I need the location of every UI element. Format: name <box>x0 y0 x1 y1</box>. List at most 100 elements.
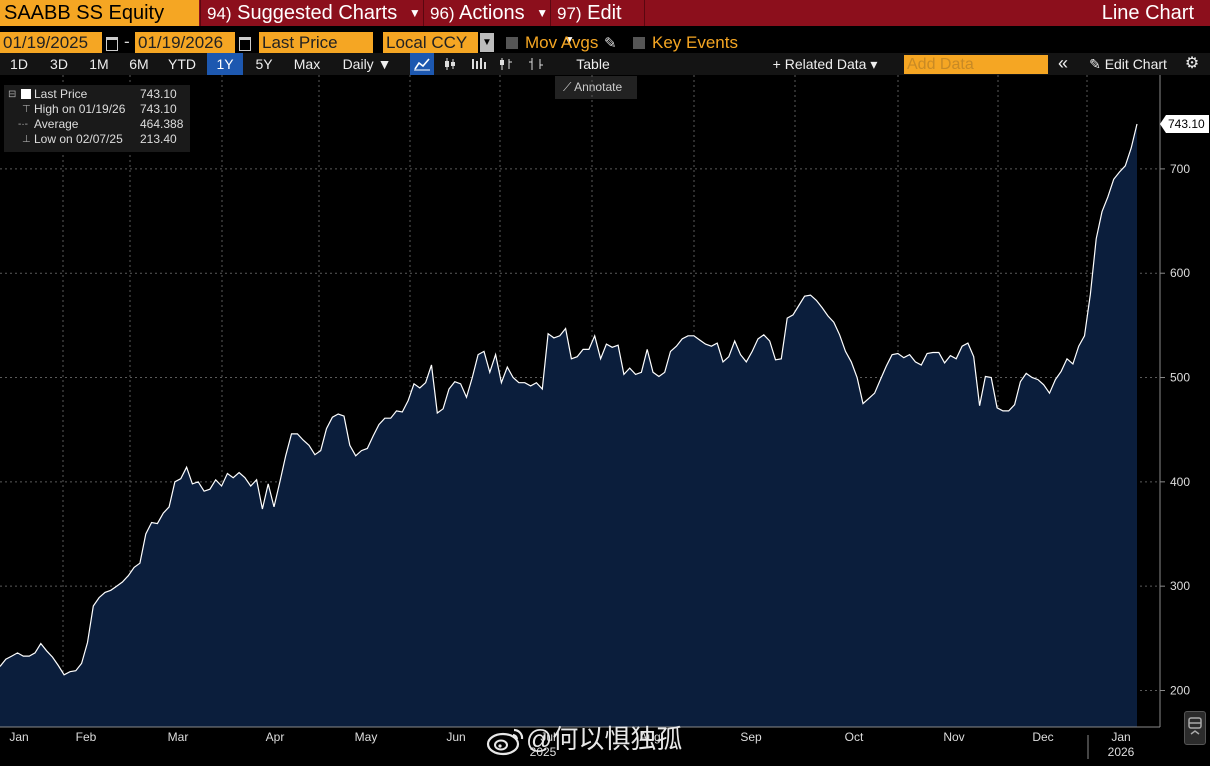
calendar-icon[interactable] <box>237 34 251 51</box>
key-events-checkbox[interactable] <box>633 37 645 49</box>
price-chart[interactable]: 200 300 400 500 600 700 Jan Feb Mar Apr May Jun Jul… <box>0 75 1210 766</box>
legend-row-high: ⊤ High on 01/19/26 743.10 <box>4 102 190 117</box>
low-marker-icon: ⊥ <box>22 134 31 145</box>
legend-label: Low on 02/07/25 <box>34 132 123 146</box>
period-1y-button[interactable]: 1Y <box>207 53 243 75</box>
x-tick-label: Dec <box>1032 730 1053 744</box>
legend-row-average: -·- Average 464.388 <box>4 117 190 132</box>
chart-type-label: Line Chart <box>1101 2 1194 24</box>
x-tick-label: Jan <box>9 730 28 744</box>
y-tick-label: 400 <box>1170 475 1190 489</box>
legend: ⊟ Last Price 743.10 ⊤ High on 01/19/26 7… <box>4 85 190 152</box>
bar-chart-icon[interactable] <box>466 53 490 75</box>
period-6m-button[interactable]: 6M <box>129 56 149 72</box>
mov-avgs-label[interactable]: Mov Avgs <box>525 33 599 52</box>
collapse-icon[interactable]: « <box>1057 53 1068 73</box>
price-field-select[interactable]: Last Price <box>259 32 373 53</box>
legend-row-last[interactable]: ⊟ Last Price 743.10 <box>4 87 190 102</box>
start-date-field[interactable]: 01/19/2025 <box>0 32 102 53</box>
frequency-select[interactable]: Daily ▼ <box>342 56 392 72</box>
weibo-logo-icon <box>486 729 524 756</box>
x-tick-label: Jul <box>540 730 555 744</box>
period-1m-button[interactable]: 1M <box>89 56 109 72</box>
menu-number: 97) <box>557 4 582 23</box>
y-tick-label: 700 <box>1170 162 1190 176</box>
y-tick-label: 600 <box>1170 266 1190 280</box>
currency-select[interactable]: Local CCY <box>383 32 478 53</box>
series-swatch <box>21 89 31 99</box>
gear-icon[interactable]: ⚙ <box>1184 55 1200 72</box>
pencil-icon[interactable]: ✎ <box>604 35 617 52</box>
watermark: @何以惧独孤 <box>486 722 682 756</box>
table-button[interactable]: Table <box>576 56 610 72</box>
last-price-tag: 743.10 <box>1160 115 1209 134</box>
line-chart-icon[interactable] <box>410 53 434 75</box>
menu-number: 96) <box>430 4 455 23</box>
legend-value: 743.10 <box>140 102 177 116</box>
scroll-panel-button[interactable] <box>1184 711 1206 745</box>
pencil-icon: ✎ <box>1089 56 1105 72</box>
candlestick-icon[interactable] <box>438 53 462 75</box>
calendar-icon[interactable] <box>104 34 118 51</box>
caret-down-icon: ▼ <box>536 6 549 20</box>
x-tick-label: Sep <box>740 730 762 744</box>
x-tick-label: Aug <box>639 730 660 744</box>
y-tick-label: 500 <box>1170 371 1190 385</box>
period-5y-button[interactable]: 5Y <box>255 56 273 72</box>
annotate-label: Annotate <box>574 80 623 94</box>
period-1d-button[interactable]: 1D <box>10 56 28 72</box>
legend-label: Average <box>34 117 79 131</box>
edit-chart-button[interactable]: ✎ Edit Chart <box>1080 53 1176 75</box>
edit-menu[interactable]: 97) Edit ▼ <box>550 0 645 47</box>
legend-value: 213.40 <box>140 132 177 146</box>
menu-label: Edit <box>587 2 622 24</box>
x-tick-label: May <box>355 730 378 744</box>
legend-row-low: ⊥ Low on 02/07/25 213.40 <box>4 132 190 147</box>
x-tick-label: Nov <box>943 730 964 744</box>
collapse-toggle-icon[interactable]: ⊟ <box>8 89 17 100</box>
y-tick-label: 200 <box>1170 683 1190 697</box>
x-tick-label: Apr <box>266 730 285 744</box>
ohlc-icon[interactable] <box>494 53 518 75</box>
range-row: 01/19/2025 - 01/19/2026 Last Price Local… <box>0 30 1210 54</box>
ticker-field[interactable]: SAABB SS Equity <box>0 0 199 26</box>
dropdown-arrow-icon[interactable]: ▼ <box>480 33 494 52</box>
high-marker-icon: ⊤ <box>22 104 31 115</box>
end-date-field[interactable]: 01/19/2026 <box>135 32 235 53</box>
average-marker-icon: -·- <box>18 119 28 130</box>
actions-menu[interactable]: 96) Actions ▼ <box>423 0 549 26</box>
date-separator: - <box>124 32 130 51</box>
last-price-tag-box <box>1160 115 1209 134</box>
chart-toolbar: 1D 3D 1M 6M YTD 1Y 5Y Max Daily ▼ Table … <box>0 53 1210 75</box>
add-data-input[interactable] <box>904 55 1048 74</box>
y-axis-ticks: 200 300 400 500 600 700 <box>1160 162 1190 697</box>
period-ytd-button[interactable]: YTD <box>168 56 196 72</box>
legend-label: High on 01/19/26 <box>34 102 126 116</box>
x-axis-ticks: Jan Feb Mar Apr May Jun Jul Aug Sep Oct Nov Dec Jan2… <box>9 730 1135 759</box>
legend-label: Last Price <box>34 87 88 101</box>
x-tick-label: Feb <box>76 730 97 744</box>
watermark-handle: @何以惧独孤 <box>526 724 683 754</box>
year-label: 2026 <box>1108 745 1135 759</box>
period-max-button[interactable]: Max <box>293 56 321 72</box>
mov-avgs-checkbox[interactable] <box>506 37 518 49</box>
menu-number: 94) <box>207 4 232 23</box>
key-events-label[interactable]: Key Events <box>652 33 738 52</box>
y-tick-label: 300 <box>1170 579 1190 593</box>
annotate-button[interactable]: ⟋ Annotate <box>555 76 637 99</box>
caret-down-icon: ▼ <box>563 33 575 47</box>
related-data-button[interactable]: + Related Data ▾ <box>772 56 878 72</box>
pencil-icon: ⟋ <box>563 80 575 94</box>
x-tick-label: Jan <box>1111 730 1130 744</box>
menu-label: Actions <box>459 2 525 24</box>
x-tick-label: Jun <box>446 730 465 744</box>
price-area-fill <box>0 124 1137 727</box>
year-label: 2025 <box>530 745 557 759</box>
hlc-icon[interactable] <box>524 53 548 75</box>
edit-chart-label: Edit Chart <box>1104 56 1167 72</box>
suggested-charts-menu[interactable]: 94) Suggested Charts ▼ <box>200 0 422 26</box>
caret-down-icon: ▼ <box>408 6 421 20</box>
last-price-tag-label: 743.10 <box>1168 117 1205 131</box>
period-3d-button[interactable]: 3D <box>50 56 68 72</box>
legend-value: 743.10 <box>140 87 177 101</box>
